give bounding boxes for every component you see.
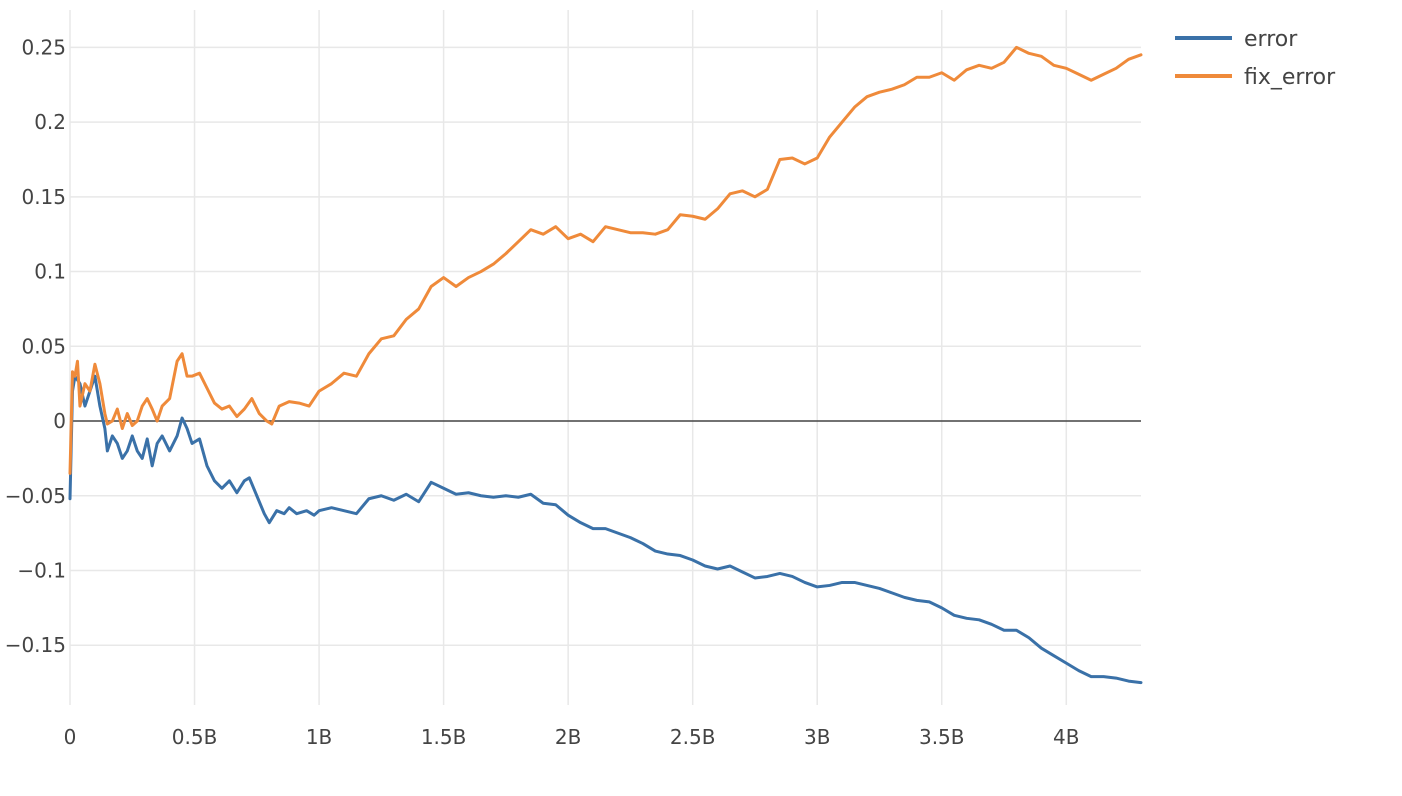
- x-tick-label: 3B: [804, 725, 830, 749]
- y-tick-label: 0.1: [34, 260, 66, 284]
- series-layer: [68, 45, 1143, 685]
- y-tick-label: −0.1: [17, 558, 66, 582]
- y-tick-label: 0.05: [21, 334, 66, 358]
- y-tick-label: −0.15: [5, 633, 66, 657]
- y-tick-label: 0.15: [21, 185, 66, 209]
- legend-item-fix-error[interactable]: fix_error: [1175, 65, 1336, 90]
- x-tick-label: 2B: [555, 725, 581, 749]
- x-tick-label: 0: [64, 725, 77, 749]
- x-tick-label: 1.5B: [421, 725, 467, 749]
- x-tick-label: 2.5B: [670, 725, 716, 749]
- x-tick-label: 0.5B: [172, 725, 218, 749]
- series-line-fix-error: [68, 45, 1143, 475]
- legend-item-error[interactable]: error: [1175, 27, 1298, 52]
- y-tick-label: −0.05: [5, 484, 66, 508]
- legend-label: error: [1244, 27, 1298, 52]
- y-tick-label: 0.25: [21, 35, 66, 59]
- axis-layer: 0 0.5B 1B 1.5B 2B 2.5B 3B 3.5B 4B −0.15 −0.1 −0.05 0…: [5, 35, 1141, 749]
- x-tick-label: 3.5B: [919, 725, 965, 749]
- series-line-error: [68, 374, 1143, 685]
- legend[interactable]: error fix_error: [1175, 27, 1336, 90]
- y-tick-label: 0.2: [34, 110, 66, 134]
- y-tick-label: 0: [53, 409, 66, 433]
- x-tick-label: 4B: [1053, 725, 1079, 749]
- grid-layer: [69, 10, 1141, 705]
- x-tick-label: 1B: [306, 725, 332, 749]
- legend-label: fix_error: [1244, 65, 1336, 90]
